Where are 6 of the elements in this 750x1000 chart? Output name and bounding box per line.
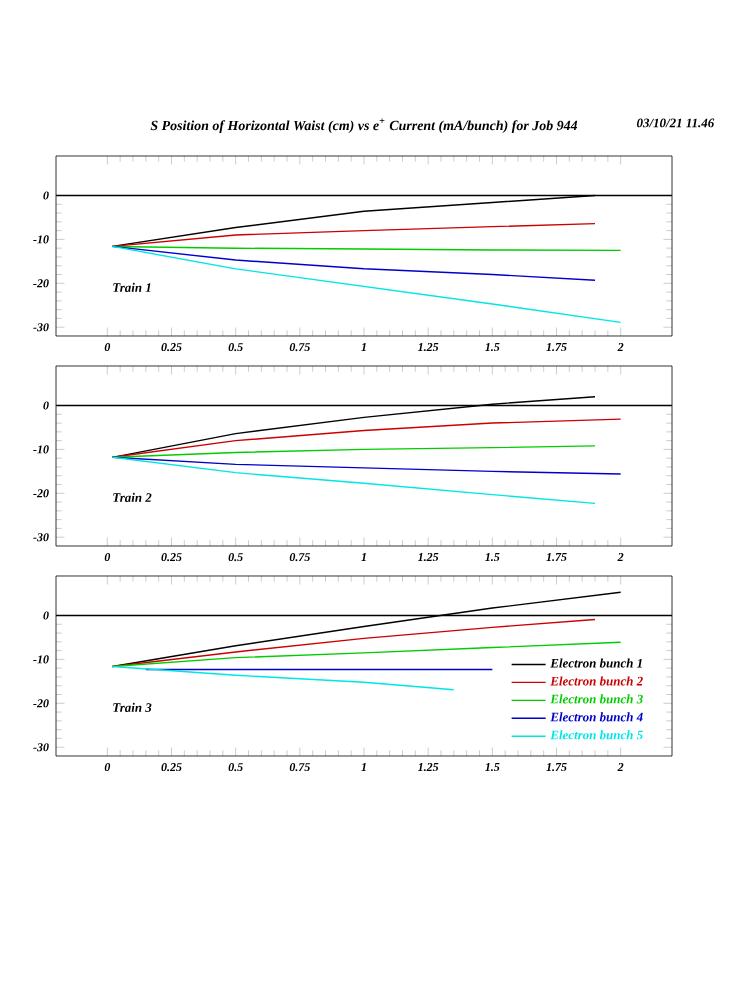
line-series — [111, 618, 596, 668]
line-series — [111, 222, 596, 248]
line-series — [111, 245, 596, 281]
line-series — [111, 418, 622, 459]
line-series — [111, 665, 455, 691]
line-series — [111, 456, 596, 505]
